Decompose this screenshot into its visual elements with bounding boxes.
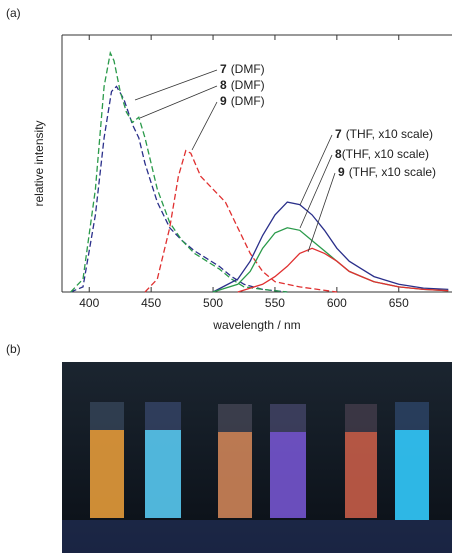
spectrum-line — [212, 201, 449, 293]
x-tick-label: 450 — [141, 296, 161, 310]
annotation: 7 (DMF) — [220, 62, 265, 76]
y-axis-label: relative intensity — [32, 120, 46, 206]
x-tick-label: 550 — [265, 296, 285, 310]
annotation-text: (DMF) — [231, 62, 265, 76]
annotation: 7 (THF, x10 scale) — [335, 127, 433, 141]
leader-line — [299, 134, 333, 206]
leader-line — [139, 85, 218, 119]
annotation: 9 (THF, x10 scale) — [338, 165, 436, 179]
panel-label: (a) — [6, 6, 21, 20]
x-axis-label: wavelength / nm — [212, 318, 300, 332]
annotation-text: (THF, x10 scale) — [349, 165, 436, 179]
spectrum-line — [70, 85, 288, 293]
annotation-text: (DMF) — [231, 94, 265, 108]
spectrum-line — [237, 247, 449, 293]
annotation: 8 (DMF) — [220, 78, 265, 92]
compound-number: 8 — [335, 147, 342, 161]
spectrum-line — [70, 50, 288, 293]
spectrum-line — [144, 149, 337, 293]
compound-number: 9 — [220, 94, 227, 108]
compound-number: 9 — [338, 165, 345, 179]
compound-number: 7 — [220, 62, 227, 76]
annotation: 9 (DMF) — [220, 94, 265, 108]
photo — [62, 362, 452, 553]
x-tick-label: 400 — [79, 296, 99, 310]
x-tick-label: 600 — [327, 296, 347, 310]
leader-line — [134, 69, 218, 101]
x-tick-label: 500 — [203, 296, 223, 310]
leader-line — [191, 101, 218, 151]
annotation-text: (DMF) — [231, 78, 265, 92]
spectrum-line — [212, 227, 449, 293]
compound-number: 8 — [220, 78, 227, 92]
annotation-text: (THF, x10 scale) — [342, 147, 429, 161]
compound-number: 7 — [335, 127, 342, 141]
x-tick-label: 650 — [389, 296, 409, 310]
leader-line — [299, 154, 333, 229]
annotation-text: (THF, x10 scale) — [346, 127, 433, 141]
leader-line — [307, 172, 336, 253]
panel-label: (b) — [6, 342, 21, 356]
annotation: 8(THF, x10 scale) — [335, 147, 429, 161]
